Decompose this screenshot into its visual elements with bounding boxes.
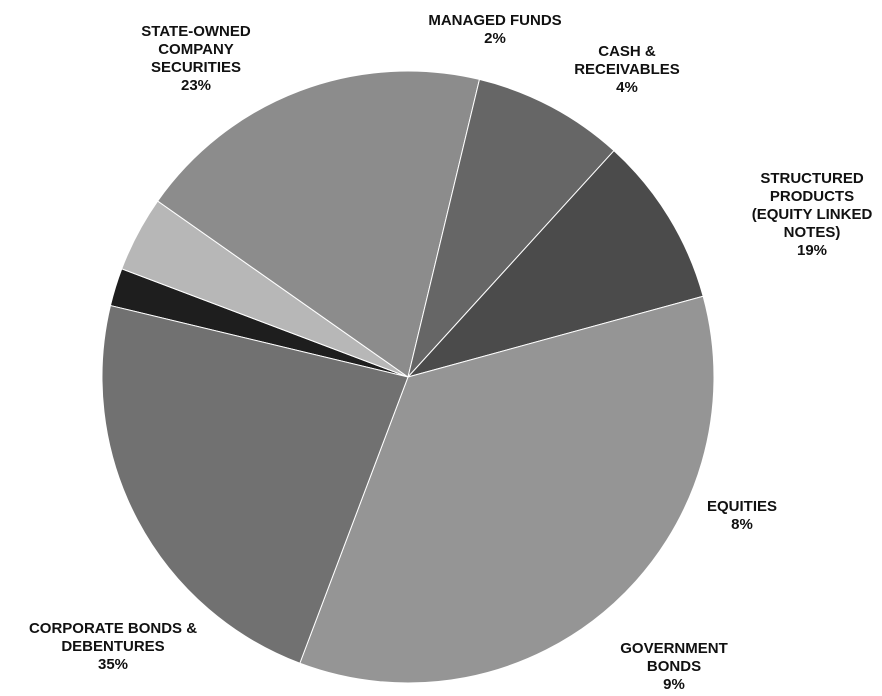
pie-slice-equities: [407, 78, 615, 378]
slice-label-name: COMPANY: [158, 41, 234, 58]
slice-label-name: RECEIVABLES: [574, 61, 680, 78]
pie-slices: [101, 70, 715, 684]
slice-label-percent: 8%: [731, 516, 753, 533]
slice-label-percent: 19%: [796, 242, 828, 259]
slice-label-name: STATE-OWNED: [141, 23, 251, 40]
slice-label-percent: 2%: [484, 30, 506, 47]
slice-label: CORPORATE BONDS & DEBENTURES 35%: [29, 620, 197, 674]
slice-label-name: BONDS: [646, 658, 702, 675]
slice-label-name: SECURITIES: [150, 59, 241, 76]
slice-label-name: (EQUITY LINKED: [751, 206, 873, 223]
slice-label: CASH & RECEIVABLES 4%: [574, 43, 680, 97]
slice-label-name: CASH &: [598, 43, 656, 60]
slice-label-name: DEBENTURES: [61, 638, 165, 655]
slice-label-name: MANAGED FUNDS: [428, 12, 562, 29]
slice-label-percent: 35%: [97, 656, 129, 673]
slice-label: EQUITIES 8%: [707, 498, 777, 534]
slice-label-name: EQUITIES: [706, 498, 778, 515]
slice-label-name: STRUCTURED: [760, 170, 864, 187]
slice-label: STATE-OWNED COMPANY SECURITIES 23%: [141, 23, 250, 95]
slice-label: STRUCTURED PRODUCTS (EQUITY LINKED NOTES) 19…: [752, 170, 873, 260]
slice-label: GOVERNMENT BONDS 9%: [620, 640, 728, 694]
slice-label: MANAGED FUNDS 2%: [428, 12, 561, 48]
pie-slice-corporate-bonds-debentures: [299, 295, 715, 684]
slice-label-name: GOVERNMENT: [620, 640, 728, 657]
slice-label-percent: 23%: [180, 77, 212, 94]
pie-slice-state-owned-company-securities: [101, 304, 409, 664]
pie-slice-structured-products-equity-linked-notes: [156, 70, 481, 378]
slice-label-percent: 9%: [663, 676, 685, 693]
slice-label-name: PRODUCTS: [769, 188, 855, 205]
slice-label-name: CORPORATE BONDS &: [28, 620, 198, 637]
slice-label-percent: 4%: [616, 79, 638, 96]
pie-slice-government-bonds: [406, 149, 704, 378]
slice-label-name: NOTES): [783, 224, 841, 241]
